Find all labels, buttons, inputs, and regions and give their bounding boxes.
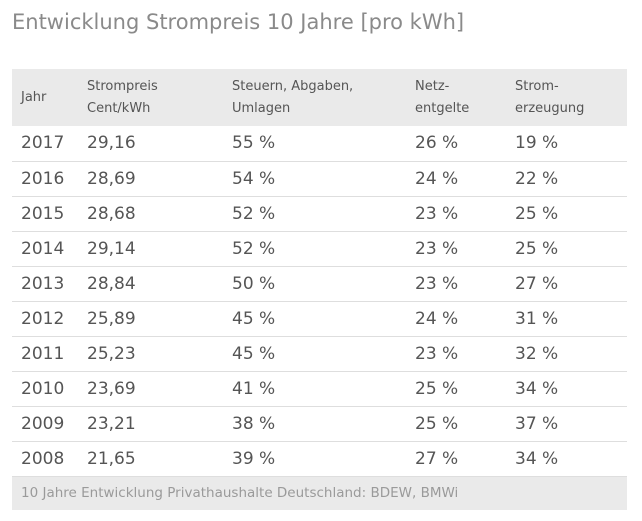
cell-stromerzeugung: 25 % bbox=[515, 238, 559, 259]
cell-stromerzeugung: 34 % bbox=[515, 448, 559, 469]
cell-netzentgelte: 24 % bbox=[415, 168, 459, 189]
page-title: Entwicklung Strompreis 10 Jahre [pro kWh… bbox=[12, 10, 465, 34]
header-steuern-line-2: Umlagen bbox=[232, 100, 291, 116]
cell-jahr: 2013 bbox=[21, 273, 65, 294]
header-strompreis-line-1: Strompreis bbox=[87, 78, 158, 94]
cell-steuern: 54 % bbox=[232, 168, 276, 189]
cell-steuern: 45 % bbox=[232, 343, 276, 364]
header-netzentgelte-line-1: Netz- bbox=[415, 78, 450, 94]
price-table-container: Jahr Strompreis Cent/kWh Steuern, Abgabe… bbox=[12, 69, 627, 510]
cell-strompreis: 23,69 bbox=[87, 378, 136, 399]
cell-netzentgelte: 27 % bbox=[415, 448, 459, 469]
cell-jahr: 2012 bbox=[21, 308, 65, 329]
header-netzentgelte: Netz- entgelte bbox=[406, 69, 506, 126]
table-footer-row: 10 Jahre Entwicklung Privathaushalte Deu… bbox=[12, 476, 627, 510]
cell-steuern: 39 % bbox=[232, 448, 276, 469]
header-steuern-line-1: Steuern, Abgaben, bbox=[232, 78, 354, 94]
cell-netzentgelte: 24 % bbox=[415, 308, 459, 329]
cell-netzentgelte: 23 % bbox=[415, 203, 459, 224]
table-row: 2015 28,68 52 % 23 % 25 % bbox=[12, 196, 627, 231]
cell-strompreis: 23,21 bbox=[87, 413, 136, 434]
header-stromerzeugung-line-1: Strom- bbox=[515, 78, 559, 94]
table-body: 2017 29,16 55 % 26 % 19 % 2016 28,69 54 % 24 % 22… bbox=[12, 126, 627, 476]
cell-stromerzeugung: 34 % bbox=[515, 378, 559, 399]
cell-stromerzeugung: 19 % bbox=[515, 133, 559, 154]
header-jahr-line-1: Jahr bbox=[21, 89, 47, 105]
header-strompreis-line-2: Cent/kWh bbox=[87, 100, 151, 116]
cell-strompreis: 29,14 bbox=[87, 238, 136, 259]
cell-netzentgelte: 26 % bbox=[415, 133, 459, 154]
table-row: 2010 23,69 41 % 25 % 34 % bbox=[12, 371, 627, 406]
cell-steuern: 45 % bbox=[232, 308, 276, 329]
cell-steuern: 52 % bbox=[232, 203, 276, 224]
cell-strompreis: 28,84 bbox=[87, 273, 136, 294]
cell-steuern: 41 % bbox=[232, 378, 276, 399]
cell-jahr: 2010 bbox=[21, 378, 65, 399]
cell-steuern: 50 % bbox=[232, 273, 276, 294]
price-table: Jahr Strompreis Cent/kWh Steuern, Abgabe… bbox=[12, 69, 627, 510]
cell-stromerzeugung: 31 % bbox=[515, 308, 559, 329]
cell-jahr: 2009 bbox=[21, 413, 65, 434]
cell-stromerzeugung: 32 % bbox=[515, 343, 559, 364]
table-row: 2011 25,23 45 % 23 % 32 % bbox=[12, 336, 627, 371]
cell-stromerzeugung: 27 % bbox=[515, 273, 559, 294]
cell-steuern: 52 % bbox=[232, 238, 276, 259]
cell-netzentgelte: 23 % bbox=[415, 238, 459, 259]
cell-jahr: 2017 bbox=[21, 133, 65, 154]
cell-steuern: 55 % bbox=[232, 133, 276, 154]
cell-jahr: 2008 bbox=[21, 448, 65, 469]
table-row: 2009 23,21 38 % 25 % 37 % bbox=[12, 406, 627, 441]
cell-strompreis: 28,69 bbox=[87, 168, 136, 189]
cell-strompreis: 21,65 bbox=[87, 448, 136, 469]
header-stromerzeugung-line-2: erzeugung bbox=[515, 100, 585, 116]
cell-jahr: 2014 bbox=[21, 238, 65, 259]
table-row: 2017 29,16 55 % 26 % 19 % bbox=[12, 126, 627, 161]
header-strompreis: Strompreis Cent/kWh bbox=[78, 69, 223, 126]
table-row: 2013 28,84 50 % 23 % 27 % bbox=[12, 266, 627, 301]
header-stromerzeugung: Strom- erzeugung bbox=[506, 69, 627, 126]
table-row: 2012 25,89 45 % 24 % 31 % bbox=[12, 301, 627, 336]
header-steuern: Steuern, Abgaben, Umlagen bbox=[223, 69, 406, 126]
cell-strompreis: 28,68 bbox=[87, 203, 136, 224]
cell-strompreis: 29,16 bbox=[87, 133, 136, 154]
cell-netzentgelte: 23 % bbox=[415, 273, 459, 294]
cell-stromerzeugung: 25 % bbox=[515, 203, 559, 224]
cell-netzentgelte: 25 % bbox=[415, 413, 459, 434]
cell-netzentgelte: 23 % bbox=[415, 343, 459, 364]
cell-steuern: 38 % bbox=[232, 413, 276, 434]
table-row: 2008 21,65 39 % 27 % 34 % bbox=[12, 441, 627, 476]
header-jahr: Jahr bbox=[12, 69, 78, 126]
cell-netzentgelte: 25 % bbox=[415, 378, 459, 399]
cell-stromerzeugung: 37 % bbox=[515, 413, 559, 434]
table-header-row: Jahr Strompreis Cent/kWh Steuern, Abgabe… bbox=[12, 69, 627, 126]
table-row: 2014 29,14 52 % 23 % 25 % bbox=[12, 231, 627, 266]
cell-strompreis: 25,89 bbox=[87, 308, 136, 329]
cell-jahr: 2015 bbox=[21, 203, 65, 224]
cell-jahr: 2016 bbox=[21, 168, 65, 189]
table-row: 2016 28,69 54 % 24 % 22 % bbox=[12, 161, 627, 196]
cell-strompreis: 25,23 bbox=[87, 343, 136, 364]
cell-stromerzeugung: 22 % bbox=[515, 168, 559, 189]
cell-jahr: 2011 bbox=[21, 343, 65, 364]
header-netzentgelte-line-2: entgelte bbox=[415, 100, 470, 116]
table-footer-source: 10 Jahre Entwicklung Privathaushalte Deu… bbox=[12, 476, 627, 510]
